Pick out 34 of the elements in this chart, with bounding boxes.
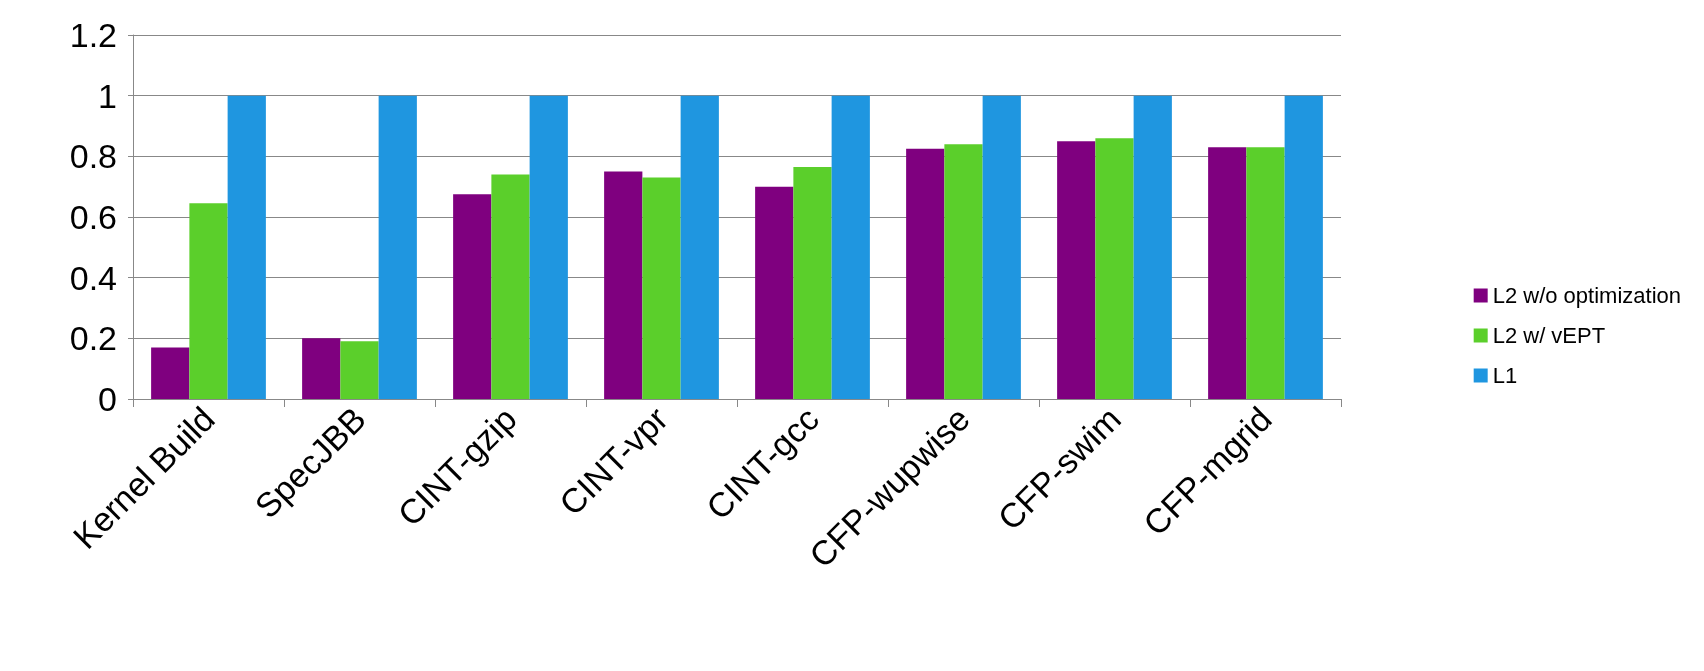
bar: [680, 95, 719, 399]
bar: [1246, 147, 1285, 399]
bar: [755, 186, 794, 399]
legend-label: L2 w/o optimization: [1492, 283, 1682, 308]
y-tick-label: 0.6: [69, 198, 117, 236]
bar: [227, 95, 266, 399]
bar: [1284, 95, 1323, 399]
bar: [189, 203, 228, 399]
bar: [378, 95, 417, 399]
bar: [1133, 95, 1172, 399]
bar: [906, 148, 945, 399]
bar: [302, 338, 341, 399]
legend-label: L2 w/ vEPT: [1492, 323, 1606, 348]
bar: [642, 177, 681, 399]
bar: [793, 166, 832, 399]
y-tick-label: 0.8: [69, 137, 117, 176]
bar: [453, 194, 492, 399]
bar: [1057, 141, 1096, 399]
y-tick-label: 1: [98, 76, 117, 115]
bar: [604, 171, 643, 399]
bar: [944, 144, 983, 399]
legend-label: L1: [1492, 363, 1518, 388]
bar: [831, 95, 870, 399]
y-tick-label: 1.2: [69, 16, 117, 54]
y-tick-label: 0.2: [69, 319, 117, 358]
bar: [151, 347, 190, 399]
bar: [1095, 138, 1134, 399]
bar: [529, 95, 568, 399]
bar: [982, 95, 1021, 399]
bar: [491, 174, 530, 399]
bar: [340, 341, 379, 399]
y-tick-label: 0.4: [69, 258, 117, 297]
bar: [1208, 147, 1247, 399]
y-tick-label: 0: [98, 380, 117, 418]
